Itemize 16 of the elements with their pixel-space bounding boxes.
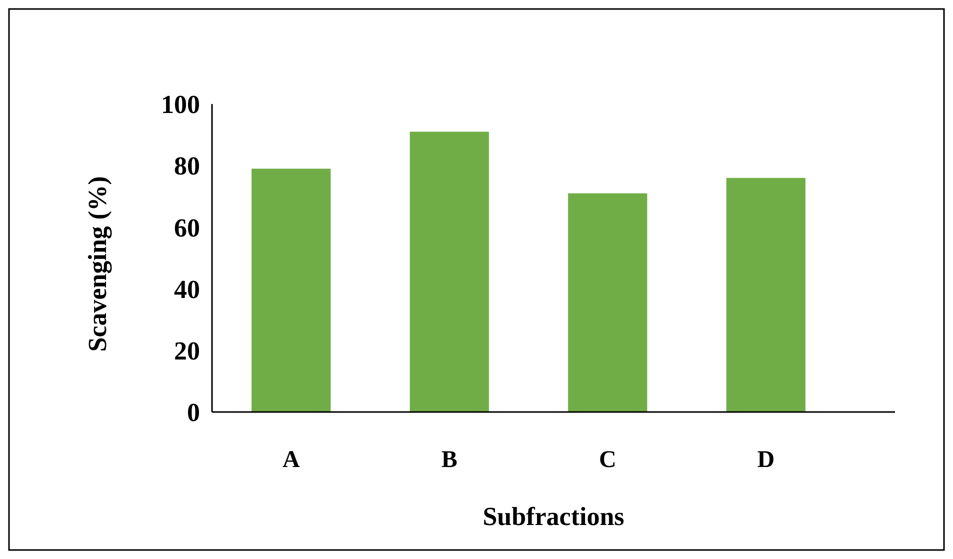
- bar: [568, 193, 648, 412]
- y-tick-label: 80: [174, 152, 200, 181]
- y-tick-label: 100: [161, 90, 200, 120]
- bar: [252, 168, 331, 412]
- y-axis-title: Scavenging (%): [83, 176, 112, 352]
- y-tick-label: 40: [174, 274, 200, 304]
- x-axis-title: Subfractions: [482, 502, 624, 531]
- y-tick-label: 0: [187, 398, 200, 428]
- y-tick-label: 20: [174, 336, 200, 366]
- x-tick-label: B: [441, 447, 458, 473]
- x-tick-label: C: [598, 447, 616, 473]
- bar: [726, 178, 806, 412]
- x-tick-label: D: [757, 447, 775, 473]
- bar: [410, 132, 489, 412]
- y-tick-label: 60: [174, 213, 200, 242]
- x-tick-label: A: [282, 447, 300, 473]
